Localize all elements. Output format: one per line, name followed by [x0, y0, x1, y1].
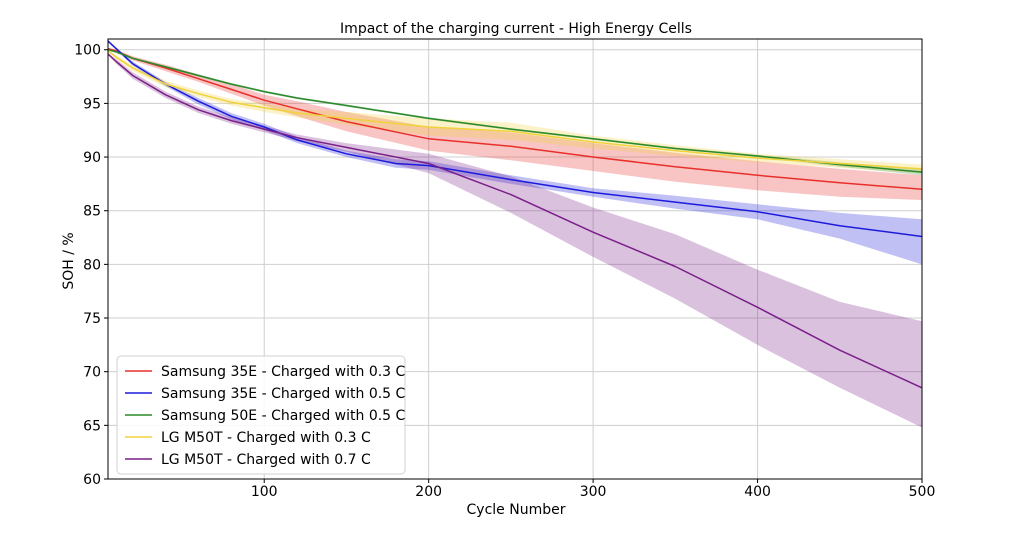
y-tick-label: 65 [83, 418, 101, 434]
legend-label-3: Samsung 50E - Charged with 0.5 C [161, 408, 406, 424]
series-band-4 [108, 49, 922, 174]
series-band-1 [108, 47, 922, 200]
y-tick-label: 95 [83, 96, 101, 112]
legend: Samsung 35E - Charged with 0.3 C Samsung … [116, 355, 406, 475]
x-tick-label: 200 [415, 484, 442, 500]
x-tick-label: 400 [744, 484, 771, 500]
legend-label-1: Samsung 35E - Charged with 0.3 C [161, 364, 406, 380]
legend-label-5: LG M50T - Charged with 0.7 C [161, 452, 371, 468]
series-band-3 [108, 48, 922, 176]
series-band-2 [108, 40, 922, 265]
legend-label-2: Samsung 35E - Charged with 0.5 C [161, 386, 406, 402]
x-tick-label: 500 [909, 484, 936, 500]
x-tick-label: 300 [580, 484, 607, 500]
y-tick-label: 80 [83, 257, 101, 273]
series-line-5 [107, 53, 923, 389]
y-tick-label: 60 [83, 472, 101, 488]
confidence-bands [108, 40, 922, 428]
x-tick-label: 100 [251, 484, 278, 500]
y-tick-label: 75 [83, 311, 101, 327]
y-tick-label: 70 [83, 365, 101, 381]
y-axis-label: SOH / % [61, 232, 77, 289]
y-tick-label: 100 [74, 43, 101, 59]
y-tick-label: 90 [83, 150, 101, 166]
x-axis-label: Cycle Number [467, 502, 566, 518]
legend-label-4: LG M50T - Charged with 0.3 C [161, 430, 371, 446]
series-line-4 [107, 50, 923, 170]
legend-box [116, 355, 406, 475]
series-lines [107, 40, 923, 389]
y-tick-label: 85 [83, 204, 101, 220]
plot-frame [107, 38, 923, 480]
series-line-3 [107, 48, 923, 173]
chart-title: Impact of the charging current - High En… [340, 21, 692, 37]
axis-ticks: 100 200 300 400 500 60 65 70 75 80 85 90 95 100 [74, 43, 935, 500]
series-line-2 [107, 40, 923, 238]
